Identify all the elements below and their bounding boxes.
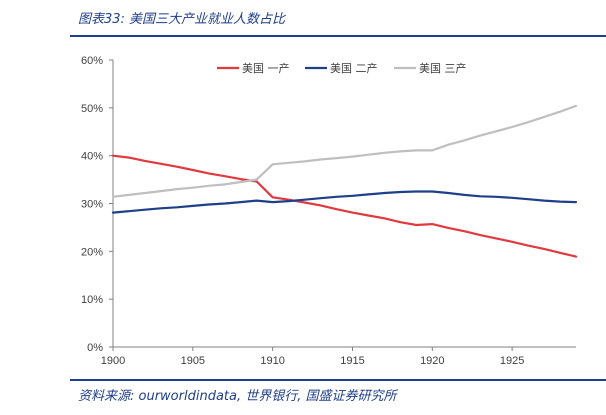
legend-label-2: 美国 二产 — [330, 61, 378, 75]
y-tick-label: 10% — [81, 294, 103, 306]
x-tick-label: 1900 — [101, 355, 125, 367]
series-line-1 — [111, 154, 578, 258]
x-tick-label: 1915 — [340, 355, 364, 367]
y-tick-label: 30% — [81, 199, 103, 211]
legend-label-3: 美国 三产 — [419, 61, 467, 75]
y-tick-label: 50% — [81, 103, 103, 115]
bottom-rule — [70, 379, 600, 381]
chart-lines — [111, 104, 578, 258]
series-line-2 — [111, 190, 578, 214]
y-tick-label: 20% — [81, 246, 103, 258]
figure-source: 资料来源: ourworldindata, 世界银行, 国盛证券研究所 — [78, 389, 397, 404]
y-tick-label: 40% — [81, 151, 103, 163]
y-tick-label: 60% — [81, 55, 103, 67]
x-tick-label: 1920 — [420, 355, 444, 367]
top-rule — [70, 35, 600, 37]
figure-title: 图表33: 美国三大产业就业人数占比 — [78, 12, 286, 27]
line-chart: 0% 10% 20% 30% 40% 50% 60% 1900 1905 1910 1915 1920… — [81, 55, 578, 367]
y-tick-label: 0% — [87, 342, 103, 354]
x-tick-label: 1905 — [181, 355, 205, 367]
chart-axes: 0% 10% 20% 30% 40% 50% 60% 1900 1905 1910 1915 1920… — [81, 55, 576, 367]
series-line-3 — [111, 104, 578, 198]
chart-legend: 美国 一产 美国 二产 美国 三产 — [217, 61, 467, 75]
legend-label-1: 美国 一产 — [242, 61, 290, 75]
top-rule-extension — [600, 35, 606, 37]
bottom-rule-extension — [600, 379, 606, 381]
x-tick-label: 1910 — [260, 355, 284, 367]
x-tick-label: 1925 — [500, 355, 524, 367]
